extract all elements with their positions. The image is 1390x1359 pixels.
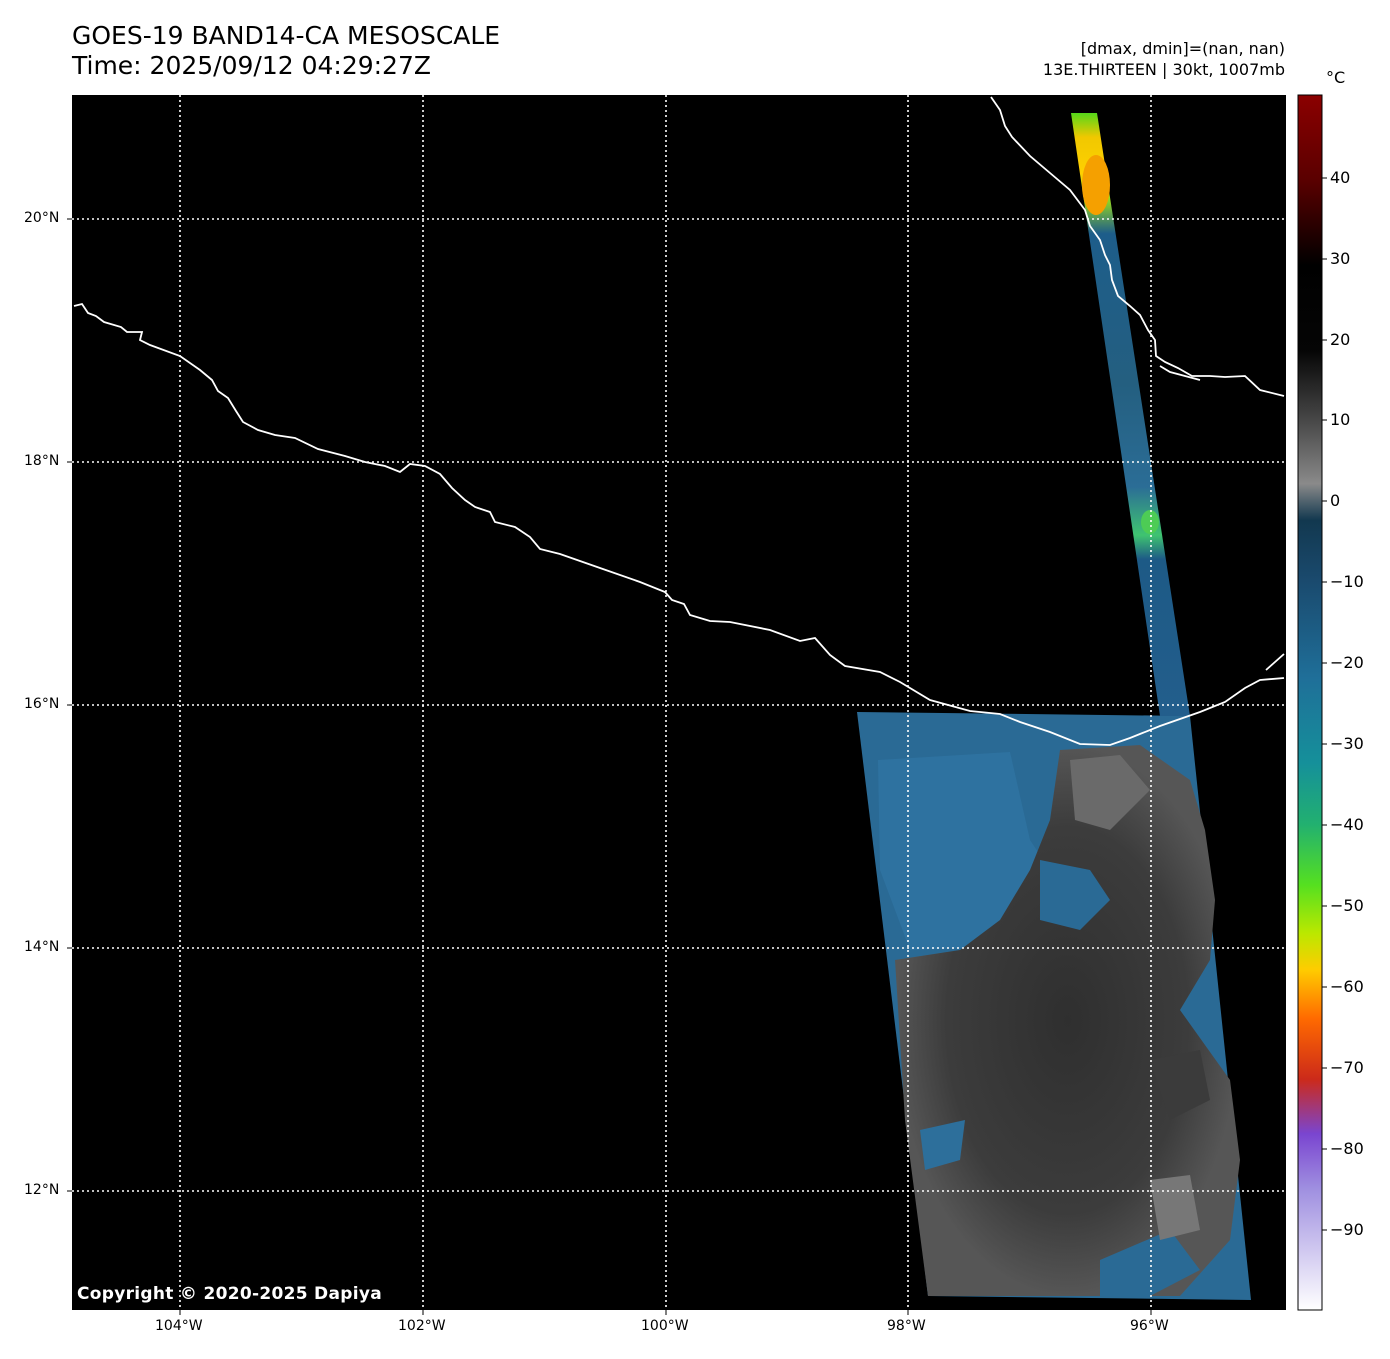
x-tick-label: 100°W bbox=[641, 1318, 689, 1334]
colorbar-label: −80 bbox=[1330, 1139, 1364, 1158]
satellite-swath bbox=[857, 712, 1251, 1300]
gridlines bbox=[72, 95, 1286, 1310]
coastline bbox=[73, 96, 1285, 746]
colorbar-label: −30 bbox=[1330, 734, 1364, 753]
colorbar-label: 20 bbox=[1330, 330, 1351, 349]
y-tick-label: 18°N bbox=[24, 453, 60, 469]
colorbar-label: 40 bbox=[1330, 168, 1351, 187]
chart-title: GOES-19 BAND14-CA MESOSCALE bbox=[72, 21, 501, 50]
colorbar-label: −10 bbox=[1330, 572, 1364, 591]
colorbar-label: −40 bbox=[1330, 815, 1364, 834]
colorbar-label: −50 bbox=[1330, 896, 1364, 915]
x-tick-label: 98°W bbox=[887, 1318, 926, 1334]
colorbar-label: −60 bbox=[1330, 977, 1364, 996]
y-tick-label: 16°N bbox=[24, 696, 60, 712]
y-tick-label: 20°N bbox=[24, 210, 60, 226]
colorbar bbox=[1297, 94, 1327, 1311]
copyright-notice: Copyright © 2020-2025 Dapiya bbox=[77, 1284, 382, 1304]
x-tick-label: 102°W bbox=[398, 1318, 446, 1334]
x-tick-label: 96°W bbox=[1130, 1318, 1169, 1334]
data-range-info: [dmax, dmin]=(nan, nan) bbox=[1080, 39, 1285, 58]
colorbar-label: 0 bbox=[1330, 491, 1341, 510]
colorbar-label: 10 bbox=[1330, 410, 1351, 429]
colorbar-label: 30 bbox=[1330, 249, 1351, 268]
colorbar-unit: °C bbox=[1326, 68, 1346, 87]
y-tick-label: 12°N bbox=[24, 1182, 60, 1198]
storm-info: 13E.THIRTEEN | 30kt, 1007mb bbox=[1042, 60, 1285, 79]
colorbar-label: −70 bbox=[1330, 1058, 1364, 1077]
y-tick-label: 14°N bbox=[24, 939, 60, 955]
satellite-strip bbox=[1071, 113, 1190, 716]
colorbar-label: −90 bbox=[1330, 1220, 1364, 1239]
x-tick-label: 104°W bbox=[155, 1318, 203, 1334]
chart-time: Time: 2025/09/12 04:29:27Z bbox=[72, 51, 431, 80]
colorbar-label: −20 bbox=[1330, 653, 1364, 672]
axis-ticks bbox=[67, 218, 1152, 1315]
